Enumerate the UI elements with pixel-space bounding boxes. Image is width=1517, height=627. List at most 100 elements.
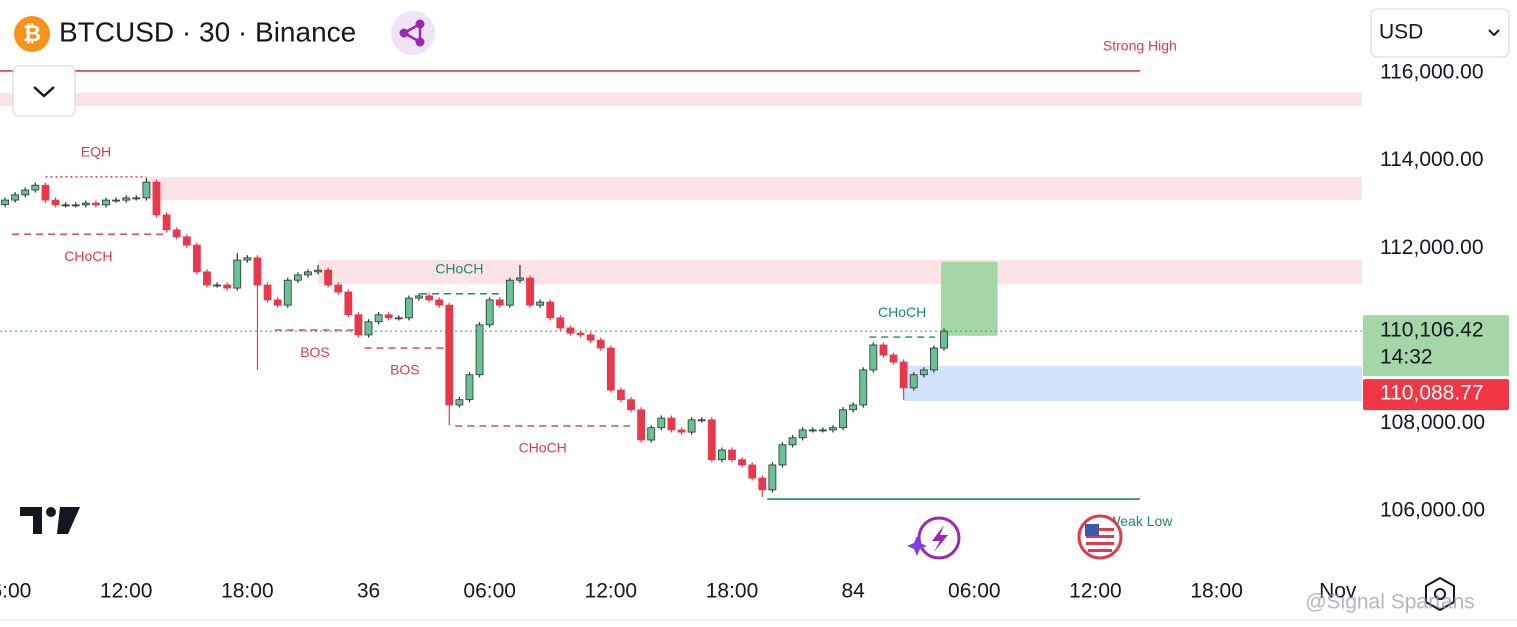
candle-body	[596, 339, 605, 349]
x-tick-label: 12:00	[100, 580, 153, 603]
candle-body	[526, 277, 534, 306]
candle-body	[172, 229, 181, 238]
watermark: @Signal Spartans	[1305, 591, 1475, 614]
candle-body	[314, 269, 322, 273]
us-flag-icon[interactable]	[1077, 514, 1123, 560]
candle-body	[930, 347, 938, 371]
candle-body	[273, 299, 282, 306]
candle-body	[768, 464, 777, 491]
candle-body	[364, 321, 373, 336]
y-tick-label: 106,000.00	[1380, 498, 1485, 521]
candle-body	[617, 389, 625, 401]
x-tick-label: 18:00	[706, 580, 759, 603]
candle-body	[667, 417, 676, 431]
candle-body	[182, 236, 191, 246]
y-tick-label: 114,000.00	[1380, 148, 1484, 171]
collapse-button[interactable]	[12, 65, 76, 117]
candle-body	[122, 197, 131, 201]
candle-body	[223, 284, 232, 289]
candle-body	[344, 291, 353, 316]
candle-body	[738, 459, 746, 466]
x-tick-label: 06:00	[948, 580, 1001, 603]
candle-body	[627, 399, 635, 411]
candle-body	[889, 354, 898, 363]
overlay: ₿ BTCUSD · 30 · Binance USD	[0, 8, 1517, 621]
candle-body	[798, 429, 807, 439]
plot-area: Strong High Weak Low EQH CHoCH BOS BOS CHoCH CH…	[0, 38, 1362, 529]
candle-body	[919, 369, 928, 376]
candle-body	[475, 324, 484, 376]
candle-body	[253, 257, 262, 286]
candle-body	[51, 199, 60, 206]
events-icon[interactable]	[907, 516, 961, 560]
candle-body	[748, 464, 757, 479]
candle-body	[909, 374, 918, 389]
candle-body	[203, 271, 211, 286]
candle-body	[808, 429, 817, 432]
settings-icon[interactable]	[1425, 576, 1455, 612]
candle-body	[546, 301, 555, 319]
x-tick-label: 18:00	[221, 580, 274, 603]
candle-body	[495, 299, 504, 306]
currency-select[interactable]: USD	[1370, 8, 1510, 58]
tradingview-logo	[20, 507, 80, 534]
candle-body	[879, 344, 888, 356]
candle-body	[81, 202, 90, 206]
candle-body	[485, 299, 494, 326]
bid-price-box	[1363, 379, 1509, 411]
level-label: EQH	[81, 144, 111, 160]
x-tick-label: 18:00	[1190, 580, 1243, 603]
candle-body	[213, 284, 221, 287]
candle-body	[778, 444, 787, 466]
candle-body	[233, 259, 242, 289]
countdown-label: 14:32	[1380, 346, 1433, 369]
x-tick-label: 06:00	[463, 580, 516, 603]
btc-icon-glyph: ₿	[23, 21, 41, 46]
level-label: BOS	[300, 344, 330, 360]
candle-body	[192, 244, 201, 273]
zone	[903, 365, 1362, 402]
y-tick-label: 108,000.00	[1380, 411, 1485, 434]
candle-body	[21, 189, 30, 196]
y-tick-label: 116,000.00	[1380, 61, 1484, 84]
candle-body	[839, 409, 847, 429]
currency-label: USD	[1379, 21, 1423, 44]
candle-body	[31, 184, 40, 191]
level-label: CHoCH	[878, 304, 926, 320]
candle-body	[829, 427, 837, 431]
level-label: BOS	[390, 362, 420, 378]
candle-body	[132, 197, 141, 200]
symbol-title: BTCUSD · 30 · Binance	[59, 16, 356, 47]
x-tick-label: Nov	[1319, 580, 1357, 603]
x-tick-label: 36	[357, 580, 380, 603]
candle-body	[505, 279, 514, 306]
candle-body	[394, 317, 403, 320]
y-tick-label: 112,000.00	[1380, 236, 1484, 259]
candle-body	[152, 181, 161, 216]
candle-body	[11, 194, 20, 201]
candle-body	[758, 477, 767, 491]
candle-body	[849, 404, 858, 411]
share-button[interactable]	[391, 11, 435, 55]
zone	[0, 92, 1362, 106]
candle-body	[354, 314, 363, 336]
candle-body	[940, 330, 948, 349]
level-label: CHoCH	[519, 440, 567, 456]
candle-body	[162, 214, 171, 231]
candle-body	[112, 199, 121, 202]
candle-body	[717, 449, 726, 461]
candle-body	[566, 327, 575, 334]
candle-body	[818, 429, 827, 432]
candle-body	[293, 274, 302, 281]
candle-body	[61, 204, 70, 207]
candle-body	[243, 257, 252, 261]
candle-body	[445, 304, 454, 406]
candle-body	[687, 419, 696, 433]
bid-price-label: 110,088.77	[1380, 382, 1484, 405]
candle-body	[465, 374, 474, 401]
candle-body	[142, 181, 151, 199]
candle-body	[728, 449, 736, 461]
candle-body	[304, 271, 312, 276]
candle-body	[516, 277, 524, 281]
